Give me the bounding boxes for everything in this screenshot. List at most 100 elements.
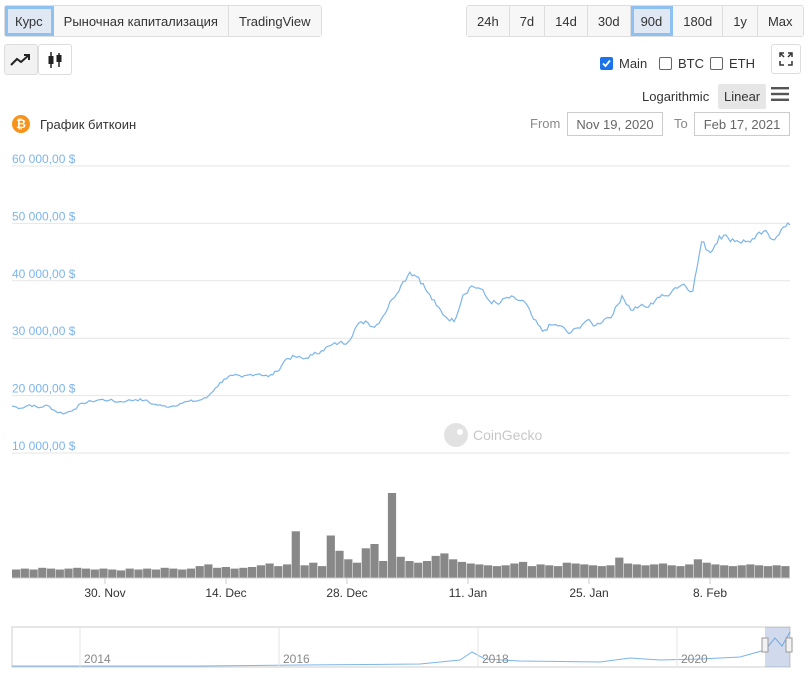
volume-bar: [318, 566, 327, 578]
volume-bar: [90, 569, 99, 578]
volume-bar: [178, 569, 187, 578]
volume-bar: [20, 568, 29, 578]
navigator-tick-label: 2020: [681, 652, 708, 666]
volume-bar: [387, 493, 397, 578]
volume-bar: [370, 544, 379, 578]
y-axis-tick-label: 10 000,00 $: [12, 439, 76, 453]
volume-bar: [195, 566, 204, 578]
volume-bar: [405, 561, 414, 578]
from-date-input[interactable]: Nov 19, 2020: [567, 112, 663, 136]
x-axis-tick-label: 8. Feb: [693, 586, 727, 600]
x-axis-tick-label: 14. Dec: [205, 586, 246, 600]
checkbox-empty-icon: [710, 57, 723, 70]
navigator-left-handle[interactable]: [761, 637, 769, 653]
volume-bar: [720, 565, 729, 579]
volume-bar: [213, 567, 222, 578]
volume-bar: [352, 562, 362, 578]
volume-bar: [519, 561, 528, 578]
candlestick-button[interactable]: [38, 44, 72, 75]
volume-bar: [449, 559, 458, 578]
tab-tradingview[interactable]: TradingView: [228, 6, 321, 36]
chart-title-text: График биткоин: [40, 116, 137, 132]
to-label: To: [674, 116, 688, 131]
volume-bar: [309, 562, 318, 578]
volume-bar: [265, 563, 274, 578]
range-24h-button[interactable]: 24h: [467, 6, 510, 36]
compare-main-checkbox[interactable]: Main: [600, 56, 647, 71]
navigator-right-handle[interactable]: [785, 637, 793, 653]
volume-bar: [737, 565, 746, 579]
y-axis-tick-label: 50 000,00 $: [12, 209, 76, 223]
range-1y-button[interactable]: 1y: [723, 6, 758, 36]
compare-btc-checkbox[interactable]: BTC: [659, 56, 704, 71]
volume-bar: [475, 564, 484, 578]
volume-bar: [702, 562, 711, 578]
coingecko-watermark: CoinGecko: [444, 423, 542, 447]
volume-bar: [81, 568, 91, 578]
range-90d-button[interactable]: 90d: [630, 6, 674, 36]
tab-market-cap[interactable]: Рыночная капитализация: [53, 6, 229, 36]
range-max-button[interactable]: Max: [757, 6, 803, 36]
compare-eth-label: ETH: [729, 56, 755, 71]
fullscreen-button[interactable]: [771, 44, 801, 74]
volume-bar: [457, 561, 466, 578]
volume-bar: [527, 566, 536, 578]
volume-bar: [379, 561, 388, 578]
volume-bar: [606, 565, 615, 579]
volume-bar: [693, 559, 702, 578]
line-chart-button[interactable]: [4, 44, 38, 75]
volume-bar: [29, 569, 38, 578]
coingecko-logo-icon: [444, 423, 468, 447]
volume-bar: [562, 562, 571, 578]
compare-eth-checkbox[interactable]: ETH: [710, 56, 755, 71]
volume-bar: [431, 555, 440, 578]
volume-bar: [536, 564, 545, 578]
tab-price[interactable]: Курс: [5, 6, 54, 36]
volume-bar: [169, 568, 178, 578]
x-axis-tick-label: 30. Nov: [84, 586, 125, 600]
scale-logarithmic-button[interactable]: Logarithmic: [642, 89, 710, 104]
volume-bar: [510, 563, 519, 578]
navigator-frame: [11, 626, 791, 668]
y-axis-tick-label: 20 000,00 $: [12, 382, 76, 396]
volume-bar: [545, 565, 554, 579]
volume-bar: [597, 566, 606, 578]
hamburger-menu-icon: [771, 87, 789, 101]
volume-bar: [623, 563, 633, 578]
volume-bar: [291, 531, 300, 579]
volume-bar: [274, 566, 283, 578]
volume-bar: [116, 570, 126, 578]
volume-bar: [38, 567, 47, 578]
x-axis-tick-label: 28. Dec: [326, 586, 367, 600]
volume-bar: [344, 559, 353, 578]
to-date-input[interactable]: Feb 17, 2021: [694, 112, 790, 136]
chart-menu-button[interactable]: [771, 87, 789, 106]
volume-bar: [484, 565, 493, 579]
volume-bar: [47, 568, 56, 578]
volume-bar: [300, 565, 309, 579]
volume-bar: [685, 564, 694, 578]
volume-bar: [186, 568, 195, 578]
volume-bar: [667, 565, 676, 579]
range-180d-button[interactable]: 180d: [673, 6, 724, 36]
volume-bar: [64, 568, 73, 578]
y-axis-tick-label: 30 000,00 $: [12, 324, 76, 338]
compare-btc-label: BTC: [678, 56, 704, 71]
scale-linear-button[interactable]: Linear: [718, 84, 767, 109]
volume-bar: [772, 565, 781, 579]
volume-bar: [256, 565, 265, 579]
volume-bar: [650, 564, 659, 578]
volume-bar: [501, 565, 510, 579]
volume-bar: [151, 569, 161, 578]
range-7d-button[interactable]: 7d: [509, 6, 546, 36]
volume-bar: [239, 567, 248, 578]
navigator-selection[interactable]: [765, 627, 790, 667]
volume-bar: [632, 564, 641, 578]
volume-bar: [580, 564, 589, 578]
volume-bar: [134, 569, 143, 578]
range-14d-button[interactable]: 14d: [545, 6, 588, 36]
range-30d-button[interactable]: 30d: [587, 6, 631, 36]
chart-type-tabs: Курс Рыночная капитализация TradingView: [4, 5, 322, 37]
x-axis-tick-label: 25. Jan: [569, 586, 608, 600]
volume-bar: [99, 568, 108, 578]
